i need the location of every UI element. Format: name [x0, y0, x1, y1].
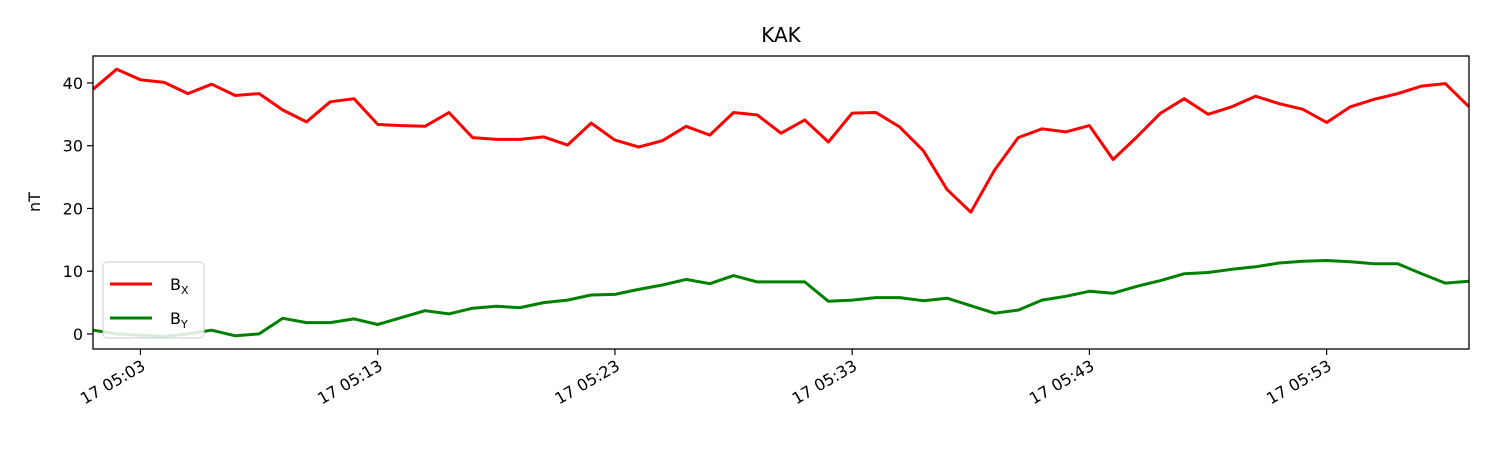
y-tick-label: 10: [63, 262, 83, 281]
x-tick-label: 17 05:53: [1263, 356, 1334, 408]
plot-area: [92, 67, 1471, 338]
y-axis: 0 10 20 30 40: [63, 74, 93, 344]
y-tick-label: 20: [63, 199, 83, 218]
y-axis-label: nT: [25, 192, 44, 212]
x-tick-label: 17 05:13: [314, 356, 385, 408]
x-tick-label: 17 05:03: [77, 356, 148, 408]
series-line-b-y: [92, 259, 1470, 338]
x-tick-label: 17 05:23: [551, 356, 622, 408]
x-tick-label: 17 05:33: [789, 356, 860, 408]
chart-title: KAK: [761, 23, 801, 47]
y-tick-label: 30: [63, 137, 83, 156]
x-tick-label: 17 05:43: [1026, 356, 1097, 408]
legend-label-subscript: X: [181, 284, 189, 297]
axes-frame: [92, 55, 1470, 350]
legend-box: [102, 261, 205, 339]
y-tick-label: 0: [73, 325, 83, 344]
y-tick-label: 40: [63, 74, 83, 93]
series-line-b-x: [92, 67, 1471, 214]
x-axis: 17 05:03 17 05:13 17 05:23 17 05:33 17 05:43…: [77, 349, 1335, 408]
legend-label-subscript: Y: [180, 318, 188, 331]
